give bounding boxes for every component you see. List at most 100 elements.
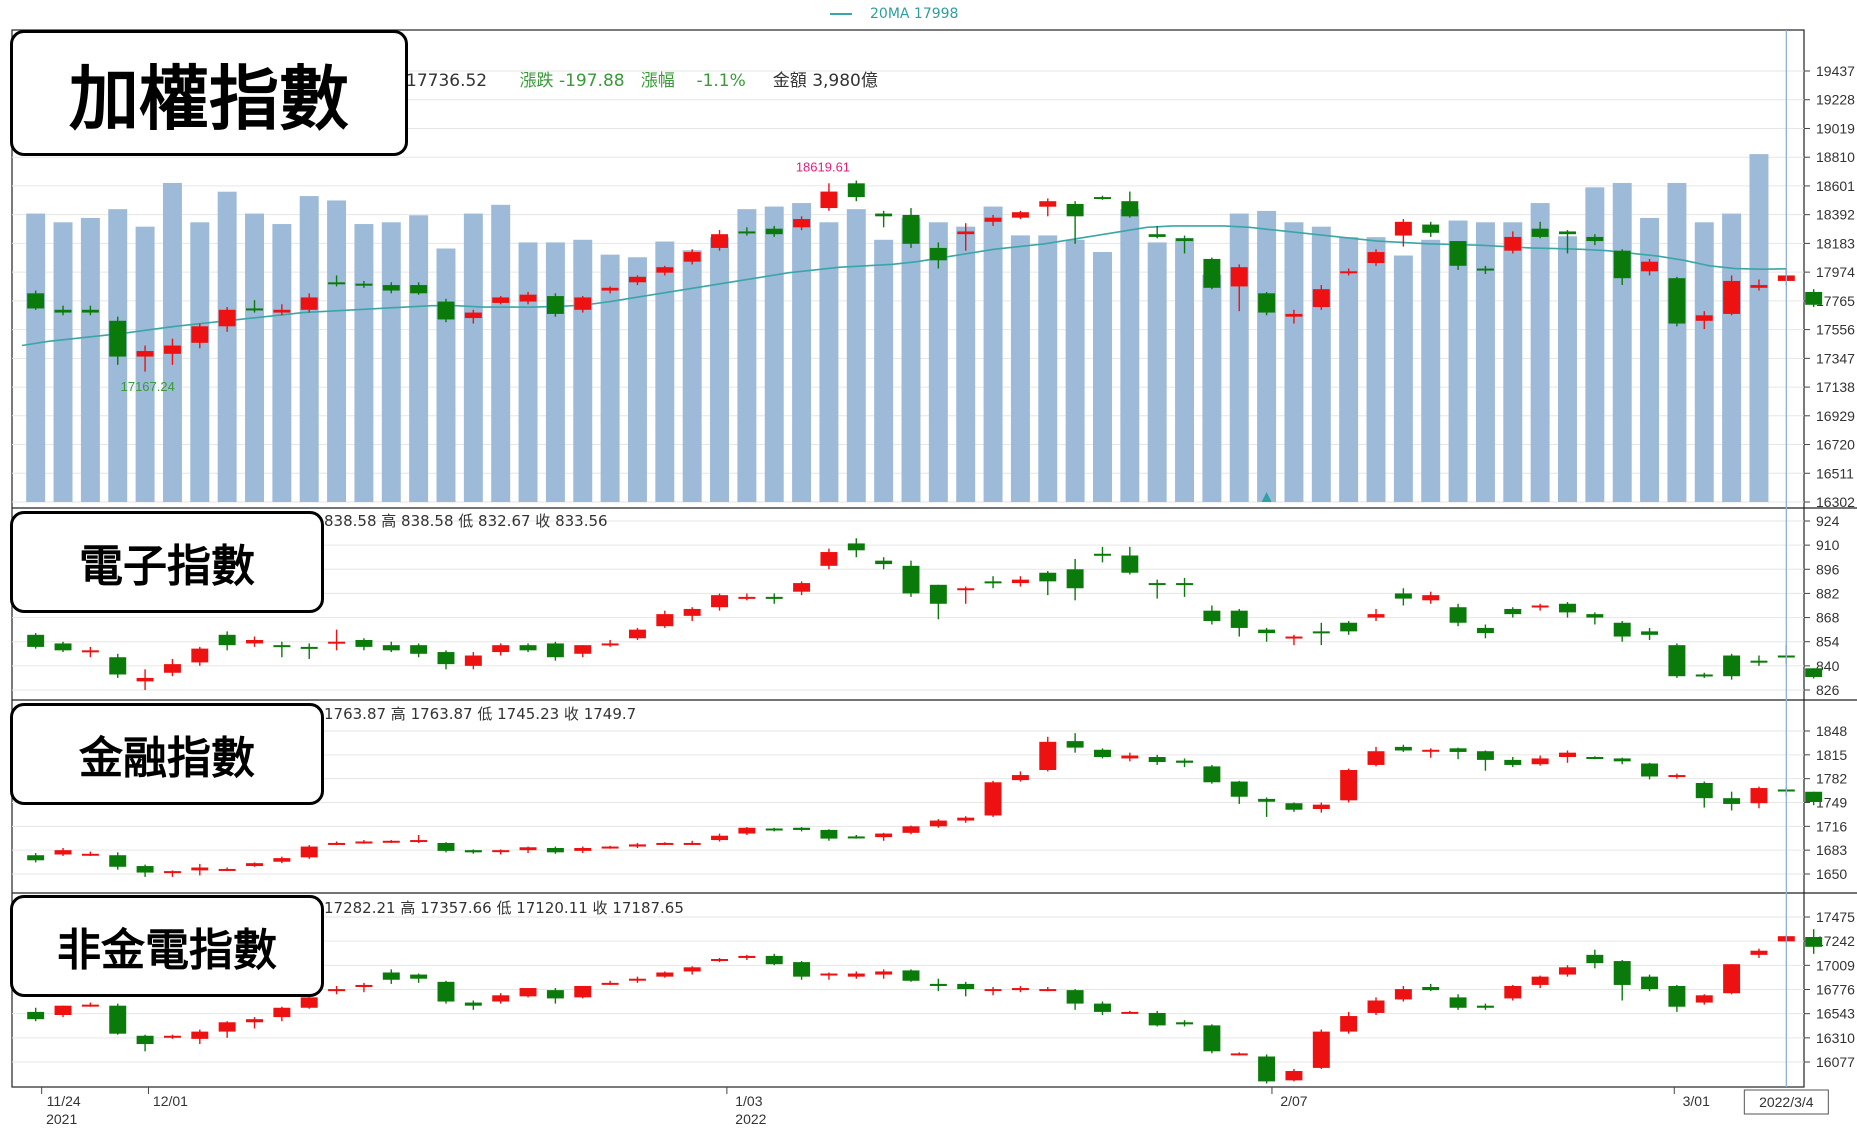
taiex-candle-body <box>137 351 154 356</box>
fin-candle-body <box>1012 775 1029 780</box>
taiex-candle-body <box>738 231 755 233</box>
taiex-candle-body <box>793 219 810 227</box>
elec-ohlc: 838.58 高 838.58 低 832.67 收 833.56 <box>324 510 608 531</box>
nonfin-candle-body <box>520 988 537 996</box>
nonfin-candle-body <box>1532 977 1549 985</box>
nonfin-y-tick-label: 16310 <box>1816 1030 1855 1046</box>
nonfin-candle-body <box>1422 987 1439 990</box>
fin-candle-body <box>1368 751 1385 765</box>
main-title-box: 加權指數 <box>10 30 408 156</box>
x-tick-label: 1/03 <box>735 1093 762 1109</box>
elec-candle-body <box>1258 630 1275 633</box>
volume-bar <box>1148 242 1167 502</box>
nonfin-candle-body <box>930 984 947 986</box>
elec-candle-body <box>1039 573 1056 582</box>
fin-candle-body <box>1258 799 1275 802</box>
elec-candle-body <box>383 645 400 650</box>
elec-candle-body <box>137 678 154 681</box>
taiex-y-tick-label: 16511 <box>1816 465 1854 481</box>
taiex-candle-body <box>55 310 72 313</box>
fin-candle-body <box>793 828 810 830</box>
elec-candle-body <box>985 581 1002 583</box>
taiex-candle-body <box>1477 269 1494 271</box>
taiex-y-tick-label: 19019 <box>1816 120 1855 136</box>
taiex-candle-body <box>1805 292 1822 305</box>
taiex-candle-body <box>27 293 44 308</box>
elec-candle-body <box>1149 583 1166 585</box>
nonfin-candle-body <box>1039 989 1056 991</box>
elec-candle-body <box>1586 614 1603 617</box>
volume-bar <box>1367 237 1386 502</box>
volume-bar <box>1339 237 1358 502</box>
fin-candle-body <box>1121 756 1138 759</box>
taiex-candle-body <box>246 308 263 310</box>
taiex-candle-body <box>383 285 400 290</box>
taiex-candle-body <box>438 302 455 320</box>
taiex-candle-body <box>355 284 372 286</box>
elec-y-tick-label: 896 <box>1816 561 1840 577</box>
fin-y-tick-label: 1683 <box>1816 842 1847 858</box>
elec-title-box: 電子指數 <box>10 511 324 613</box>
ma-legend-line <box>830 13 852 15</box>
fin-candle-body <box>520 847 537 850</box>
nonfin-candle-body <box>137 1036 154 1044</box>
fin-candle-body <box>301 847 318 858</box>
elec-candle-body <box>1450 607 1467 623</box>
nonfin-candle-body <box>191 1032 208 1039</box>
volume-bar <box>272 224 291 502</box>
taiex-candle-body <box>273 310 290 313</box>
taiex-y-tick-label: 17974 <box>1816 264 1855 280</box>
nonfin-candle-body <box>656 972 673 976</box>
taiex-candle-body <box>985 218 1002 222</box>
elec-candle-body <box>1504 609 1521 614</box>
taiex-candle-body <box>191 326 208 342</box>
pct-label: 漲幅 <box>641 71 675 91</box>
taiex-candle-body <box>1203 259 1220 288</box>
nonfin-candle-body <box>1285 1071 1302 1080</box>
elec-title: 電子指數 <box>79 530 255 594</box>
elec-candle-body <box>1340 623 1357 632</box>
nonfin-candle-body <box>1696 995 1713 1002</box>
taiex-candle-body <box>1258 293 1275 312</box>
volume-bar <box>1230 214 1249 502</box>
taiex-candle-body <box>547 296 564 314</box>
chart-stage: 19437 19228 19019 18810 18601 18392 18183 17974… <box>0 0 1857 1125</box>
taiex-candle-body <box>1668 278 1685 323</box>
elec-candle-body <box>738 597 755 599</box>
nonfin-title-box: 非金電指數 <box>10 895 324 997</box>
elec-candle-body <box>1805 668 1822 677</box>
nonfin-candle-body <box>1750 951 1767 955</box>
nonfin-candle-body <box>1641 977 1658 989</box>
elec-candle-body <box>219 635 236 645</box>
elec-candle-body <box>930 585 947 604</box>
fin-candle-body <box>1203 766 1220 782</box>
volume-bar <box>54 222 73 502</box>
taiex-candle-body <box>684 252 701 262</box>
volume-bar <box>1066 240 1085 502</box>
nonfin-candle-body <box>1340 1016 1357 1032</box>
nonfin-candle-body <box>1614 961 1631 985</box>
fin-candle-body <box>1285 803 1302 810</box>
fin-candle-body <box>1641 764 1658 777</box>
volume-bar <box>1421 240 1440 502</box>
nonfin-candle-body <box>55 1006 72 1015</box>
taiex-candle-body <box>1313 289 1330 307</box>
fin-candle-body <box>410 840 427 842</box>
elec-candle-body <box>1012 580 1029 583</box>
nonfin-candle-body <box>1586 955 1603 963</box>
fin-candle-body <box>875 834 892 838</box>
elec-y-tick-label: 910 <box>1816 537 1840 553</box>
fin-title: 金融指數 <box>79 722 255 786</box>
nonfin-candle-body <box>793 962 810 977</box>
taiex-candle-body <box>711 234 728 248</box>
fin-candle-body <box>1395 747 1412 751</box>
elec-candle-body <box>1696 674 1713 676</box>
taiex-y-tick-label: 18183 <box>1816 235 1855 251</box>
taiex-candle-body <box>1340 271 1357 273</box>
volume-bar <box>354 224 373 502</box>
taiex-candle-body <box>219 310 236 326</box>
elec-candle-body <box>711 595 728 607</box>
volume-bar <box>1394 256 1413 502</box>
taiex-candle-body <box>930 248 947 260</box>
nonfin-candle-body <box>602 983 619 985</box>
